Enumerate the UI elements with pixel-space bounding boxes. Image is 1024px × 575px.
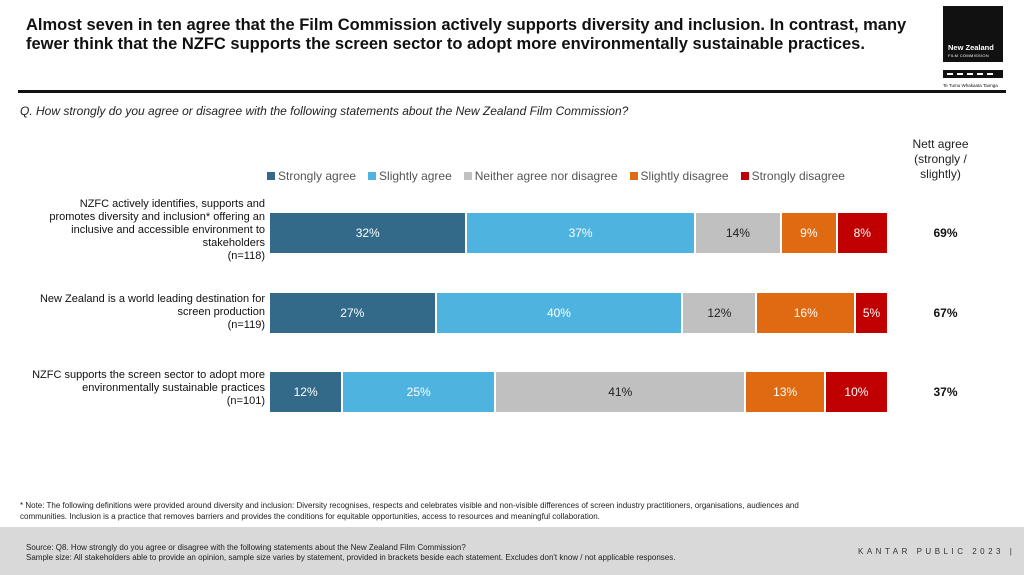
brand-mark: KANTAR PUBLIC 2023 |: [858, 547, 1016, 556]
logo-box: New Zealand FILM COMMISSION: [943, 6, 1003, 62]
row-label: NZFC supports the screen sector to adopt…: [10, 369, 265, 408]
row-label-line: stakeholders: [202, 237, 265, 249]
row-label-line: (n=118): [227, 250, 265, 262]
bar-segment: 13%: [746, 372, 826, 412]
row-label-line: promotes diversity and inclusion* offeri…: [49, 211, 265, 223]
bar-segment: 12%: [683, 293, 758, 333]
legend-item: Slightly disagree: [629, 169, 729, 183]
row-label-line: NZFC supports the screen sector to adopt…: [32, 369, 265, 381]
legend-label: Neither agree nor disagree: [474, 169, 618, 183]
legend-item: Neither agree nor disagree: [463, 169, 618, 183]
legend-swatch: [463, 172, 472, 180]
source-line-2: Sample size: All stakeholders able to pr…: [26, 553, 676, 562]
logo-line2: FILM COMMISSION: [948, 53, 989, 58]
nett-agree-header: Nett agree (strongly / slightly): [912, 137, 969, 181]
stacked-bar: 32% 37% 14% 9% 8%: [270, 213, 887, 253]
legend-swatch: [267, 172, 275, 180]
bar-segment: 10%: [825, 372, 887, 412]
row-label-line: (n=101): [226, 395, 265, 407]
bar-segment: 12%: [270, 372, 344, 412]
legend-item: Slightly agree: [368, 169, 452, 183]
legend-swatch: [368, 172, 377, 180]
nett-agree-value: 37%: [933, 385, 958, 399]
footnote: * Note: The following definitions were p…: [20, 501, 799, 521]
row-label-line: screen production: [177, 306, 265, 318]
bar-segment: 16%: [757, 293, 857, 333]
source-line-1: Source: Q8. How strongly do you agree or…: [26, 543, 466, 552]
bar-segment: 8%: [837, 213, 887, 253]
legend-swatch: [740, 172, 749, 180]
logo-line1: New Zealand: [948, 43, 994, 52]
row-label-line: New Zealand is a world leading destinati…: [39, 293, 265, 305]
chart-legend: Strongly agree Slightly agree Neither agre…: [267, 169, 857, 183]
source-note: Source: Q8. How strongly do you agree or…: [26, 543, 675, 563]
page-title: Almost seven in ten agree that the Film …: [26, 16, 907, 53]
film-strip-icon: [943, 70, 1003, 78]
row-label: New Zealand is a world leading destinati…: [10, 293, 265, 332]
title-divider: [18, 90, 1006, 93]
footer-bar: Source: Q8. How strongly do you agree or…: [0, 527, 1024, 575]
legend-label: Slightly agree: [379, 169, 452, 183]
bar-segment: 5%: [856, 293, 887, 333]
row-label-line: NZFC actively identifies, supports and: [79, 198, 265, 210]
bar-segment: 32%: [270, 213, 468, 253]
row-label-line: (n=119): [227, 319, 265, 331]
bar-segment: 25%: [343, 372, 497, 412]
stacked-bar: 27% 40% 12% 16% 5%: [270, 293, 887, 333]
stacked-bar: 12% 25% 41% 13% 10%: [270, 372, 887, 412]
nzfc-logo: New Zealand FILM COMMISSION Te Tumu Whak…: [943, 6, 1003, 90]
legend-swatch: [629, 172, 638, 180]
bar-segment: 27%: [270, 293, 437, 333]
legend-label: Slightly disagree: [640, 169, 729, 183]
logo-tagline: Te Tumu Whakaata Taonga: [943, 83, 998, 88]
row-label: NZFC actively identifies, supports and pr…: [10, 198, 265, 263]
bar-segment: 40%: [436, 293, 684, 333]
bar-segment: 14%: [695, 213, 783, 253]
legend-item: Strongly disagree: [740, 169, 845, 183]
legend-label: Strongly agree: [278, 169, 357, 183]
row-label-line: inclusive and accessible environment to: [71, 224, 265, 236]
nett-agree-value: 67%: [933, 306, 958, 320]
legend-label: Strongly disagree: [751, 169, 845, 183]
bar-segment: 37%: [467, 213, 696, 253]
legend-item: Strongly agree: [267, 169, 356, 183]
row-label-line: environmentally sustainable practices: [82, 382, 265, 394]
bar-segment: 9%: [782, 213, 838, 253]
survey-question: Q. How strongly do you agree or disagree…: [20, 104, 629, 118]
bar-segment: 41%: [496, 372, 747, 412]
nett-agree-value: 69%: [933, 226, 958, 240]
